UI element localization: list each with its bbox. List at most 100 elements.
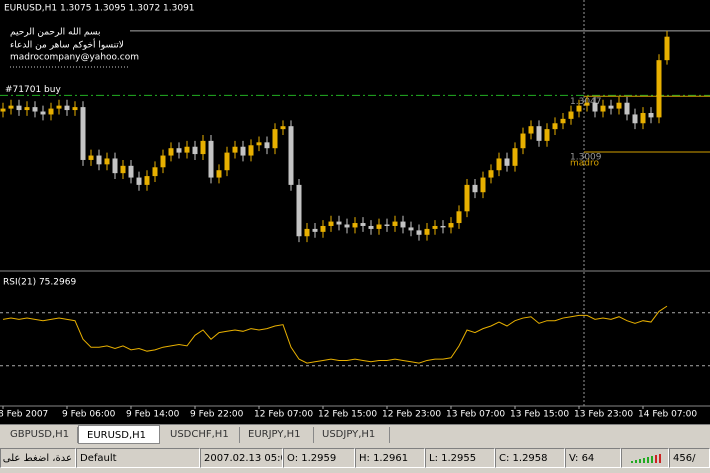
candle-body (480, 177, 486, 193)
candle-body (504, 158, 510, 166)
status-field: 2007.02.13 05:00 (200, 448, 283, 468)
candle-body (248, 145, 254, 156)
candle-body (512, 148, 518, 166)
candle-body (592, 102, 598, 112)
x-tick-label: 13 Feb 23:00 (574, 410, 633, 420)
candle-body (376, 224, 382, 229)
candle-body (616, 102, 622, 109)
candle-body (168, 148, 174, 156)
object-label: madro (570, 159, 599, 169)
candle-body (16, 105, 22, 111)
status-field: Default (76, 448, 200, 468)
candle-body (552, 123, 558, 130)
order-label: #71701 buy (5, 85, 61, 95)
candle-body (224, 152, 230, 171)
candle-body (72, 107, 78, 111)
candle-body (408, 227, 414, 231)
candle-body (88, 155, 94, 160)
candle-body (176, 148, 182, 153)
indicator-title: RSI(21) 75.2969 (3, 278, 76, 288)
x-tick-label: 8 Feb 2007 (0, 410, 48, 420)
status-field: O: 1.2959 (283, 448, 355, 468)
candle-body (392, 221, 398, 226)
candle-body (440, 225, 446, 228)
candle-body (200, 140, 206, 155)
chart-window: EURUSD,H1 1.3075 1.3095 1.3072 1.3091 بس… (0, 0, 710, 424)
candle-body (368, 225, 374, 229)
candle-body (48, 108, 54, 115)
status-field: 456/ (669, 448, 710, 468)
x-tick-label: 12 Feb 15:00 (318, 410, 377, 420)
candle-body (384, 224, 390, 226)
candle-body (488, 170, 494, 178)
candle-body (192, 146, 198, 155)
candle-body (400, 221, 406, 228)
candle-body (0, 108, 6, 112)
tab[interactable]: EURJPY,H1 (240, 427, 314, 443)
candle-body (136, 177, 142, 185)
connection-icon (621, 448, 669, 468)
candle-body (568, 111, 574, 119)
candle-body (288, 126, 294, 185)
candle-body (560, 118, 566, 124)
candle-body (536, 126, 542, 141)
candle-body (64, 105, 70, 111)
candle-body (472, 184, 478, 193)
candle-body (632, 114, 638, 124)
x-tick-label: 9 Feb 06:00 (62, 410, 116, 420)
candle-body (152, 167, 158, 177)
status-field: V: 64 (565, 448, 621, 468)
candle-body (160, 155, 166, 168)
indicator-line (2, 305, 668, 364)
candle-body (608, 105, 614, 109)
candle-body (24, 107, 30, 111)
candle-body (416, 230, 422, 235)
tab[interactable]: USDCHF,H1 (162, 427, 240, 443)
candle-body (104, 158, 110, 165)
status-field: C: 1.2958 (495, 448, 565, 468)
price-level-label: 1.3047 (570, 97, 602, 107)
candle-body (584, 102, 590, 106)
candle-body (576, 105, 582, 112)
candle-body (352, 223, 358, 228)
tab[interactable]: GBPUSD,H1 (2, 427, 78, 443)
candle-body (432, 225, 438, 229)
bars-icon (631, 454, 661, 463)
x-tick-label: 9 Feb 22:00 (190, 410, 244, 420)
status-field: L: 1.2955 (425, 448, 495, 468)
annotation: madrocompany@yahoo.com (10, 53, 139, 63)
candle-body (304, 228, 310, 237)
candle-body (272, 129, 278, 149)
candle-body (8, 105, 14, 109)
candle-body (296, 184, 302, 237)
candle-body (336, 221, 342, 225)
candle-body (280, 126, 286, 130)
candle-body (448, 223, 454, 228)
candle-body (80, 107, 86, 160)
tab[interactable]: USDJPY,H1 (314, 427, 390, 443)
candle-body (456, 211, 462, 224)
candle-body (464, 184, 470, 212)
tab[interactable]: EURUSD,H1 (78, 425, 160, 444)
annotation: لاتنسوا أخوكم ساهر من الدعاء (10, 39, 124, 51)
annotation: بسم الله الرحمن الرحيم (10, 28, 100, 38)
candle-body (624, 102, 630, 115)
candle-body (240, 146, 246, 156)
x-tick-label: 12 Feb 07:00 (254, 410, 313, 420)
x-tick-label: 12 Feb 23:00 (382, 410, 441, 420)
candle-body (256, 142, 262, 146)
tab-bar: GBPUSD,H1 EURUSD,H1 USDCHF,H1 EURJPY,H1 USDJ… (0, 424, 710, 445)
candle-body (600, 105, 606, 112)
status-field: عدة، اضغط على (0, 448, 76, 468)
candle-body (424, 228, 430, 235)
candle-body (328, 221, 334, 226)
candle-body (208, 140, 214, 178)
candle-body (664, 36, 670, 61)
candle-body (264, 142, 270, 149)
x-tick-label: 13 Feb 07:00 (446, 410, 505, 420)
chart-title: EURUSD,H1 1.3075 1.3095 1.3072 1.3091 (4, 4, 195, 14)
background (0, 0, 710, 424)
candle-body (56, 105, 62, 109)
